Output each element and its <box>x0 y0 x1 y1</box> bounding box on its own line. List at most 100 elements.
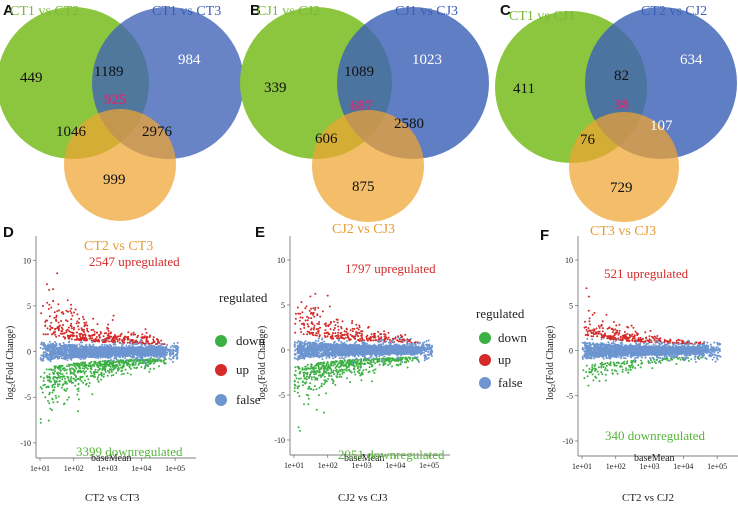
ma-point <box>56 272 59 275</box>
ma-point <box>131 353 134 356</box>
ma-point <box>42 377 45 379</box>
ma-point <box>93 334 95 337</box>
venn-c-ac: 76 <box>580 132 596 148</box>
ma-point <box>79 349 82 352</box>
ma-point <box>152 355 155 358</box>
ma-point <box>339 360 342 363</box>
ma-point <box>101 341 104 343</box>
ma-point <box>99 356 102 359</box>
ma-point <box>69 331 72 334</box>
ma-point <box>51 398 54 401</box>
ma-point <box>174 346 177 349</box>
ma-point <box>82 357 85 360</box>
ma-point <box>53 311 56 314</box>
ma-point <box>84 355 87 358</box>
ma-point <box>96 323 99 326</box>
ma-point <box>59 368 62 371</box>
venn-b-only-2: 1023 <box>412 52 442 68</box>
ma-point <box>140 357 143 360</box>
ma-point <box>116 360 119 363</box>
ma-point <box>82 346 85 348</box>
ma-point <box>80 351 83 354</box>
ma-point <box>176 347 179 350</box>
ma-point <box>147 345 149 348</box>
ma-point <box>307 397 310 400</box>
ma-point <box>377 335 380 338</box>
ma-point <box>127 331 130 334</box>
ma-point <box>74 308 77 311</box>
ma-point <box>94 370 97 373</box>
ma-point <box>139 339 142 342</box>
ma-point <box>88 365 91 367</box>
ma-point <box>39 418 42 421</box>
ma-point <box>134 361 137 364</box>
ma-point <box>116 369 119 372</box>
ma-point <box>93 354 96 357</box>
ma-point <box>83 325 86 328</box>
ma-point <box>377 330 380 333</box>
x-tick-label: 1e+01 <box>30 464 50 473</box>
ma-point <box>89 367 92 370</box>
ma-point <box>75 334 78 337</box>
ma-point <box>100 378 103 381</box>
ma-point <box>106 326 109 329</box>
ma-point <box>47 307 50 310</box>
ma-point <box>58 380 61 383</box>
ma-point <box>89 355 91 357</box>
ma-point <box>59 348 62 351</box>
venn-b: B CJ1 vs CJ2 CJ1 vs CJ3 CJ2 vs CJ3 339 1… <box>240 2 489 237</box>
ma-point <box>76 393 79 396</box>
ma-point <box>82 348 85 351</box>
ma-point <box>49 346 52 349</box>
ma-point <box>104 362 107 365</box>
y-tick-label: 10 <box>23 256 31 265</box>
ma-point <box>107 330 110 332</box>
ma-point <box>94 368 97 371</box>
ma-point <box>107 364 109 367</box>
ma-point <box>154 354 157 357</box>
ma-point <box>119 335 122 338</box>
ma-point <box>96 378 99 381</box>
ma-point <box>100 347 102 350</box>
ma-point <box>66 365 68 368</box>
ma-point <box>121 369 124 372</box>
ma-point <box>109 365 112 368</box>
ma-point <box>82 328 85 331</box>
ma-point <box>58 309 60 312</box>
ma-point <box>118 363 121 366</box>
ma-point <box>112 374 115 376</box>
ma-point <box>61 384 64 387</box>
ma-point <box>122 351 125 354</box>
ma-point <box>333 373 336 376</box>
ma-point <box>118 368 120 371</box>
ma-point <box>97 380 100 383</box>
ma-point <box>85 370 87 373</box>
ma-point <box>116 340 119 343</box>
ma-point <box>134 351 137 354</box>
ma-point <box>41 391 44 394</box>
ma-point <box>81 315 84 318</box>
ma-point <box>170 349 173 352</box>
ma-point <box>105 356 108 359</box>
ma-point <box>67 379 70 382</box>
ma-point <box>313 326 315 329</box>
ma-point <box>80 332 83 335</box>
ma-point <box>53 379 56 382</box>
ma-point <box>83 362 86 365</box>
ma-point <box>78 317 81 320</box>
ma-point <box>99 373 102 376</box>
ma-point <box>351 322 353 325</box>
ma-point <box>152 338 155 341</box>
ma-point <box>77 352 80 355</box>
ma-point <box>54 365 57 368</box>
ma-point <box>84 333 87 336</box>
ma-point <box>49 355 52 358</box>
ma-point <box>117 347 120 350</box>
ma-point <box>106 338 109 341</box>
ma-point <box>58 343 61 346</box>
ma-point <box>116 335 119 338</box>
ma-point <box>126 361 129 364</box>
ma-point <box>75 376 77 379</box>
y-tick-label: 5 <box>27 302 31 311</box>
